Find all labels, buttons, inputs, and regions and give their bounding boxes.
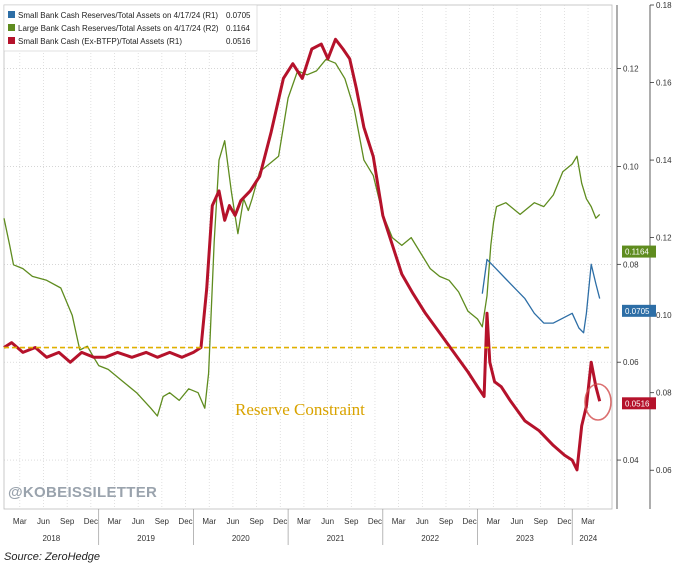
x-tick-label: Mar xyxy=(202,517,216,526)
x-year-label: 2024 xyxy=(579,534,597,543)
x-year-label: 2019 xyxy=(137,534,155,543)
x-tick-label: Sep xyxy=(249,517,264,526)
legend-label: Large Bank Cash Reserves/Total Assets on… xyxy=(18,24,219,33)
x-year-label: 2022 xyxy=(421,534,439,543)
watermark: @KOBEISSILETTER xyxy=(8,484,157,501)
r1-axis: 0.04 0.06 0.08 0.10 0.12 xyxy=(616,5,639,509)
legend-box xyxy=(3,4,258,52)
r2-tick-label: 0.18 xyxy=(656,1,672,10)
x-year-label: 2021 xyxy=(327,534,345,543)
legend-label: Small Bank Cash (Ex-BTFP)/Total Assets (… xyxy=(18,37,182,46)
end-badge xyxy=(622,304,656,317)
x-tick-label: Dec xyxy=(368,517,382,526)
plot-frame xyxy=(3,4,613,510)
threshold-layer: Reserve Constraint xyxy=(4,346,612,419)
grid-lines xyxy=(3,4,613,510)
end-badge-value: 0.1164 xyxy=(625,248,649,257)
x-tick-label: Jun xyxy=(226,517,239,526)
legend-label: Small Bank Cash Reserves/Total Assets on… xyxy=(18,11,218,20)
x-tick-label: Dec xyxy=(84,517,98,526)
legend: Small Bank Cash Reserves/Total Assets on… xyxy=(3,4,258,52)
legend-value: 0.0516 xyxy=(226,37,251,46)
x-tick-label: Jun xyxy=(511,517,524,526)
end-badge xyxy=(622,245,656,258)
r2-tick-label: 0.08 xyxy=(656,389,672,398)
highlight-circle xyxy=(584,383,612,421)
x-year-label: 2018 xyxy=(42,534,60,543)
x-tick-label: Jun xyxy=(37,517,50,526)
x-tick-label: Sep xyxy=(155,517,170,526)
r2-tick-label: 0.10 xyxy=(656,311,672,320)
x-tick-label: Mar xyxy=(297,517,311,526)
x-year-label: 2020 xyxy=(232,534,250,543)
x-tick-label: Mar xyxy=(392,517,406,526)
r2-tick-label: 0.06 xyxy=(656,466,672,475)
x-tick-label: Jun xyxy=(321,517,334,526)
r1-tick-label: 0.04 xyxy=(623,456,639,465)
series-line-0 xyxy=(3,58,601,417)
legend-swatch xyxy=(8,37,15,44)
series-layer xyxy=(3,37,602,472)
r2-tick-label: 0.16 xyxy=(656,79,672,88)
x-tick-label: Sep xyxy=(439,517,454,526)
x-tick-label: Mar xyxy=(486,517,500,526)
x-tick-label: Jun xyxy=(132,517,145,526)
x-axis: Mar Jun Sep Dec Mar Jun Sep Dec Mar Jun Sep Dec Mar J… xyxy=(13,509,598,545)
source-note: Source: ZeroHedge xyxy=(4,551,100,563)
end-badge-value: 0.0705 xyxy=(625,307,650,316)
r2-tick-label: 0.12 xyxy=(656,234,672,243)
x-tick-label: Sep xyxy=(60,517,75,526)
series-line-2 xyxy=(3,37,602,472)
x-tick-label: Jun xyxy=(416,517,429,526)
x-tick-label: Sep xyxy=(344,517,359,526)
series-line-1 xyxy=(481,258,601,334)
legend-swatch xyxy=(8,11,15,18)
x-tick-label: Mar xyxy=(13,517,27,526)
legend-swatch xyxy=(8,24,15,31)
end-badge xyxy=(622,397,656,410)
x-tick-label: Sep xyxy=(534,517,549,526)
x-tick-label: Dec xyxy=(557,517,571,526)
x-year-label: 2023 xyxy=(516,534,534,543)
x-tick-label: Mar xyxy=(108,517,122,526)
legend-value: 0.1164 xyxy=(226,24,250,33)
r1-tick-label: 0.10 xyxy=(623,162,639,171)
x-tick-label: Dec xyxy=(178,517,192,526)
reserve-constraint-label: Reserve Constraint xyxy=(235,400,365,419)
end-value-badges: 0.1164 0.0705 0.0516 xyxy=(622,245,656,410)
r1-tick-label: 0.08 xyxy=(623,260,639,269)
r2-tick-label: 0.14 xyxy=(656,156,672,165)
r1-tick-label: 0.12 xyxy=(623,65,639,74)
x-tick-label: Dec xyxy=(273,517,287,526)
r1-tick-label: 0.06 xyxy=(623,358,639,367)
legend-value: 0.0705 xyxy=(226,11,251,20)
x-tick-label: Dec xyxy=(463,517,477,526)
x-tick-label: Mar xyxy=(581,517,595,526)
end-badge-value: 0.0516 xyxy=(625,399,650,408)
